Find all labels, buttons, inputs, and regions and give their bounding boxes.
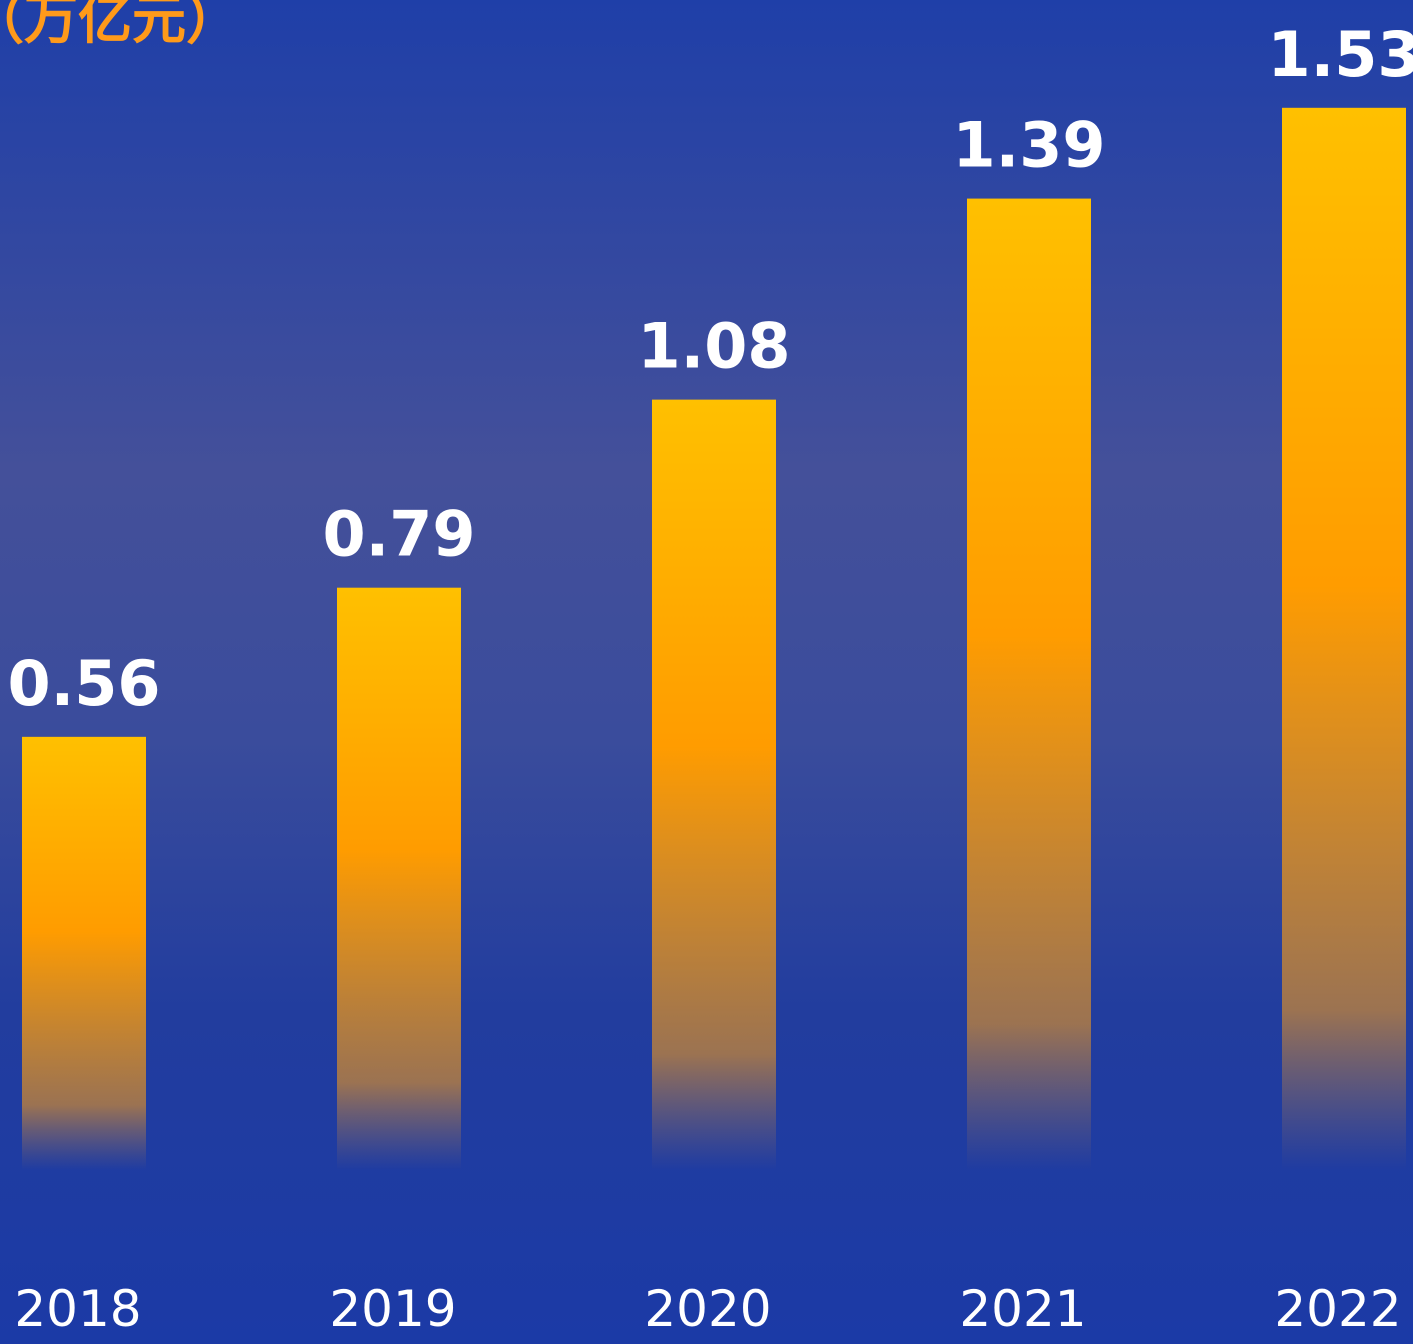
x-tick-label: 2019 bbox=[329, 1280, 456, 1338]
bar bbox=[967, 198, 1091, 1170]
value-label: 1.53 bbox=[1268, 18, 1413, 91]
x-tick-label: 2020 bbox=[644, 1280, 771, 1338]
value-label: 1.39 bbox=[953, 109, 1106, 182]
bar bbox=[337, 587, 461, 1170]
x-tick-label: 2022 bbox=[1274, 1280, 1401, 1338]
value-label: 0.79 bbox=[323, 498, 476, 571]
x-tick-label: 2018 bbox=[14, 1280, 141, 1338]
value-label: 1.08 bbox=[638, 310, 791, 383]
bar bbox=[22, 736, 146, 1170]
y-axis-label: （万亿元） bbox=[0, 0, 240, 51]
x-tick-label: 2021 bbox=[959, 1280, 1086, 1338]
value-label: 0.56 bbox=[8, 647, 161, 720]
bar bbox=[1282, 107, 1406, 1170]
bar bbox=[652, 399, 776, 1170]
